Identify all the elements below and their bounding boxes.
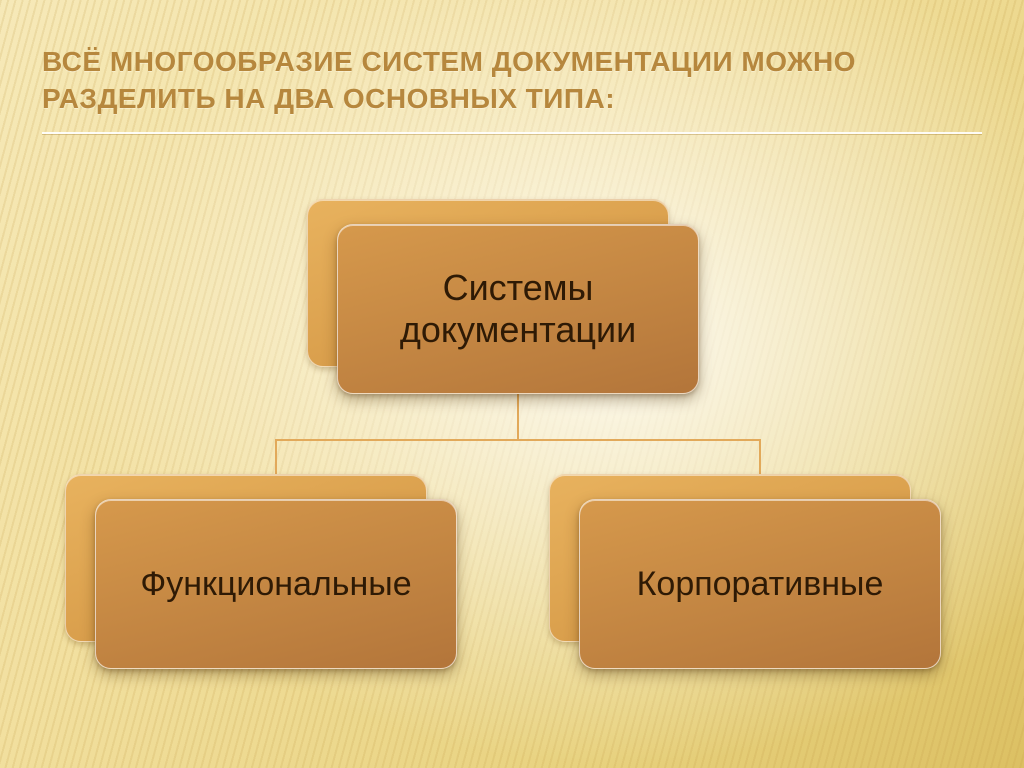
node-left-front: Функциональные <box>95 499 457 669</box>
hierarchy-diagram: Системы документации Функциональные Корп… <box>0 0 1024 768</box>
node-root-label: Системы документации <box>338 267 698 352</box>
node-right-label: Корпоративные <box>619 564 902 604</box>
connector-root-left <box>276 394 518 474</box>
node-root-front: Системы документации <box>337 224 699 394</box>
node-right-front: Корпоративные <box>579 499 941 669</box>
node-left-label: Функциональные <box>122 564 429 604</box>
connector-root-right <box>518 394 760 474</box>
node-left: Функциональные <box>65 474 457 669</box>
node-right: Корпоративные <box>549 474 941 669</box>
node-root: Системы документации <box>307 199 699 394</box>
slide: ВСЁ МНОГООБРАЗИЕ СИСТЕМ ДОКУМЕНТАЦИИ МОЖ… <box>0 0 1024 768</box>
